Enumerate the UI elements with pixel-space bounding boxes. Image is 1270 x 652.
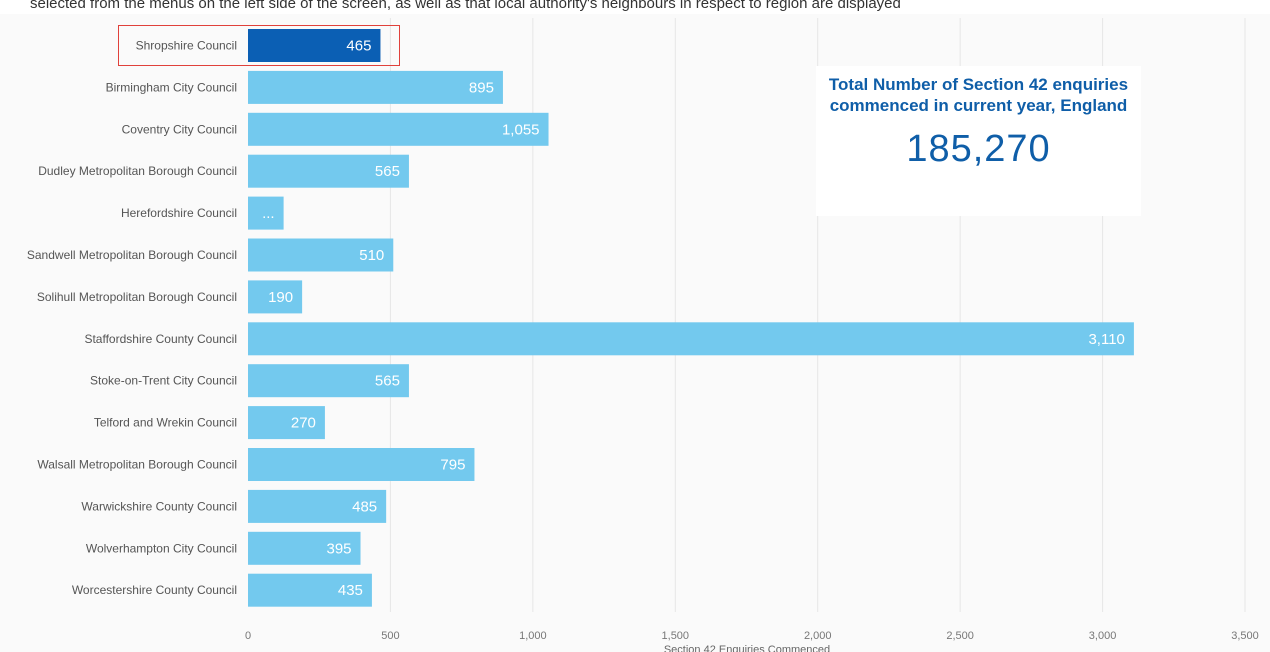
- category-label: Worcestershire County Council: [72, 583, 237, 597]
- x-tick-label: 1,500: [662, 630, 690, 642]
- category-label: Dudley Metropolitan Borough Council: [38, 164, 237, 178]
- value-label: 395: [326, 540, 351, 557]
- value-label: 435: [338, 582, 363, 599]
- category-label: Staffordshire County Council: [84, 332, 237, 346]
- bar[interactable]: [248, 448, 475, 481]
- value-label: 795: [440, 457, 465, 474]
- x-tick-label: 0: [245, 630, 251, 642]
- value-label: 565: [375, 373, 400, 390]
- bar[interactable]: [248, 406, 325, 440]
- bar[interactable]: [248, 489, 387, 523]
- kpi-card: Total Number of Section 42 enquiries com…: [816, 66, 1141, 216]
- x-tick-label: 1,000: [519, 630, 547, 642]
- bar[interactable]: [248, 322, 1134, 356]
- value-label: ...: [262, 205, 275, 222]
- category-label: Warwickshire County Council: [81, 499, 237, 513]
- x-tick-label: 500: [381, 630, 399, 642]
- category-label: Telford and Wrekin Council: [94, 416, 237, 430]
- bar[interactable]: [248, 573, 372, 607]
- x-tick-label: 3,500: [1231, 630, 1259, 642]
- value-label: 190: [268, 289, 293, 306]
- value-label: 565: [375, 163, 400, 180]
- category-label: Birmingham City Council: [106, 80, 237, 94]
- category-label: Sandwell Metropolitan Borough Council: [27, 248, 237, 262]
- x-axis-title: Section 42 Enquiries Commenced: [664, 644, 830, 652]
- bar[interactable]: [248, 364, 409, 398]
- value-label: 485: [352, 498, 377, 515]
- x-tick-label: 2,500: [946, 630, 974, 642]
- value-label: 465: [346, 38, 371, 55]
- bar[interactable]: [248, 112, 549, 146]
- value-label: 3,110: [1088, 331, 1124, 348]
- category-label: Shropshire Council: [136, 39, 237, 53]
- category-label: Wolverhampton City Council: [86, 541, 237, 555]
- kpi-title: Total Number of Section 42 enquiries com…: [828, 75, 1129, 115]
- value-label: 510: [359, 247, 384, 264]
- value-label: 895: [469, 79, 494, 96]
- x-tick-label: 2,000: [804, 630, 832, 642]
- bar[interactable]: [248, 29, 381, 62]
- category-label: Coventry City Council: [122, 122, 237, 136]
- x-tick-label: 3,000: [1089, 630, 1117, 642]
- instruction-note: selected from the menus on the left side…: [0, 0, 1180, 14]
- bar[interactable]: [248, 531, 361, 565]
- value-label: 1,055: [502, 121, 540, 138]
- bar[interactable]: [248, 196, 284, 230]
- bar[interactable]: [248, 238, 394, 272]
- bar[interactable]: [248, 154, 409, 188]
- category-label: Solihull Metropolitan Borough Council: [37, 290, 237, 304]
- bar[interactable]: [248, 70, 503, 104]
- kpi-value: 185,270: [906, 128, 1051, 170]
- category-label: Walsall Metropolitan Borough Council: [37, 458, 237, 472]
- category-label: Stoke-on-Trent City Council: [90, 374, 237, 388]
- instruction-text: selected from the menus on the left side…: [30, 0, 901, 12]
- category-label: Herefordshire Council: [121, 206, 237, 220]
- bar[interactable]: [248, 280, 303, 314]
- value-label: 270: [291, 415, 316, 432]
